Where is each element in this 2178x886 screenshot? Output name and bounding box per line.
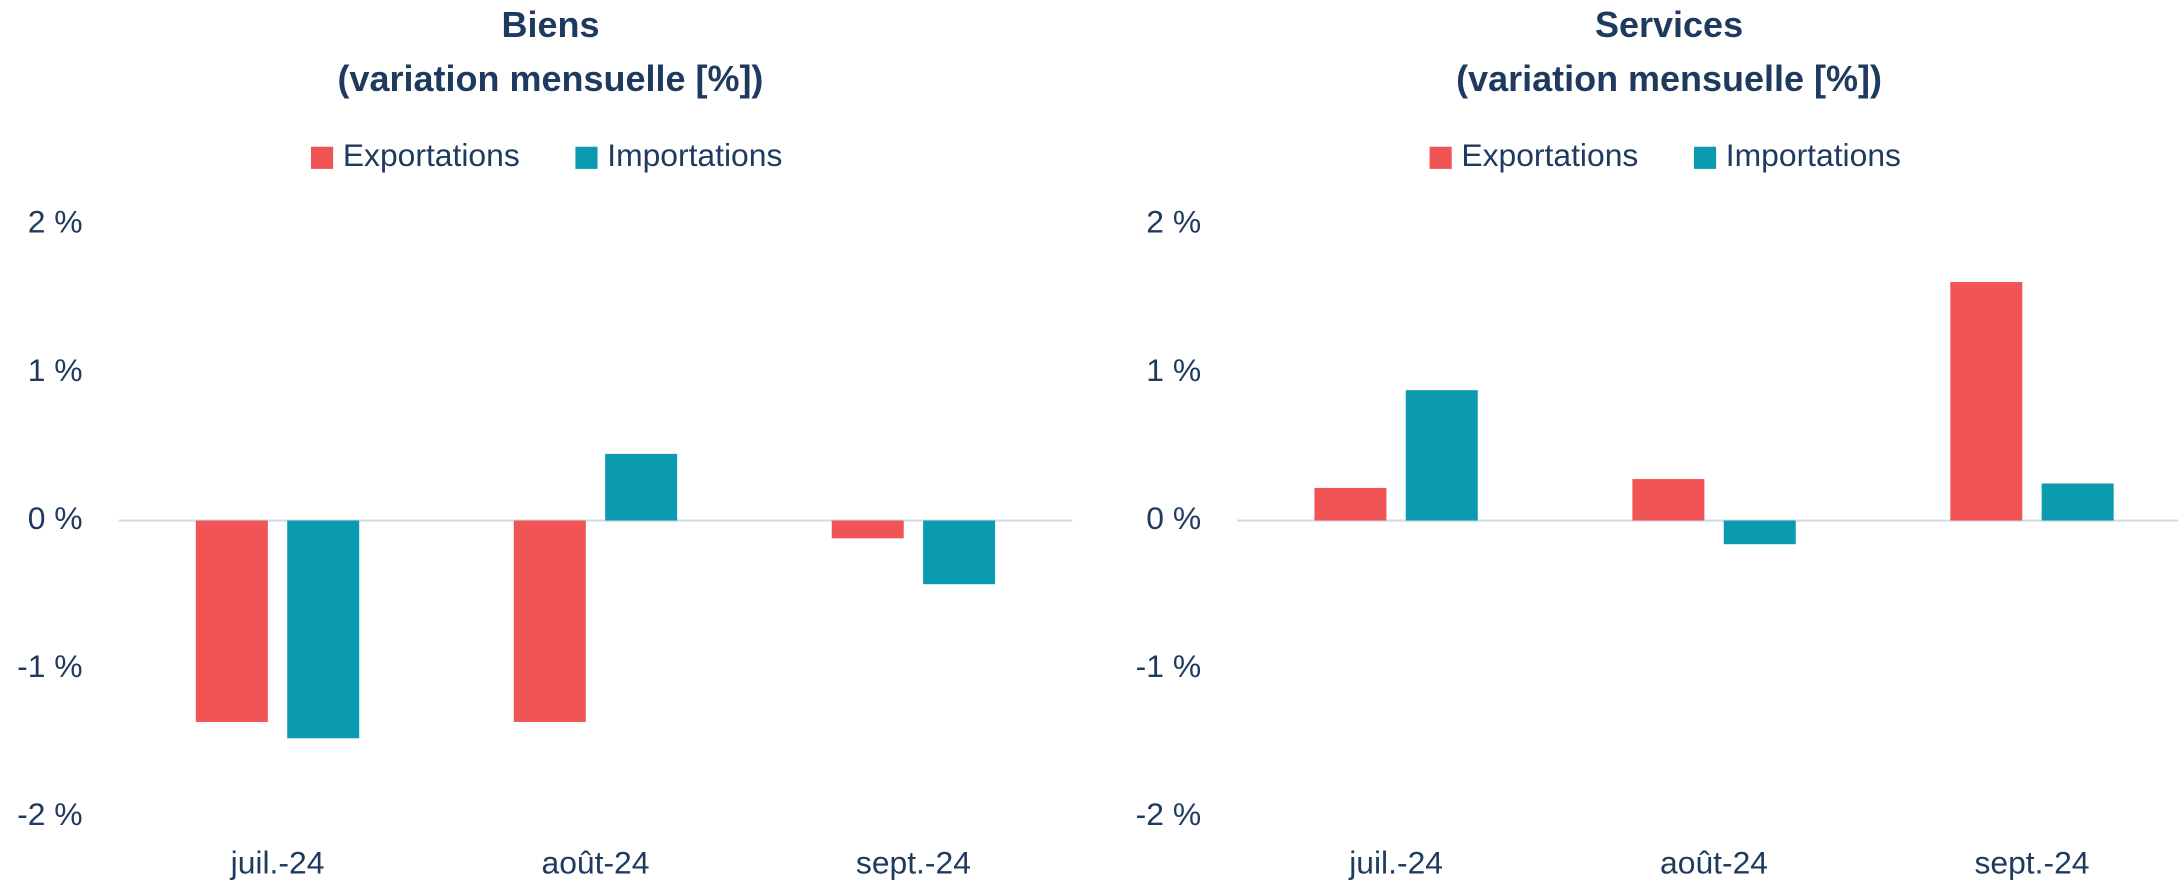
legend-label: Importations xyxy=(607,137,782,173)
bar xyxy=(195,520,268,722)
bar xyxy=(287,520,360,739)
bar xyxy=(1950,282,2023,521)
y-tick-label: 1 % xyxy=(28,352,83,388)
chart-subtitle: (variation mensuelle [%]) xyxy=(338,58,764,99)
chart-subtitle: (variation mensuelle [%]) xyxy=(1456,58,1882,99)
legend-swatch xyxy=(1693,146,1717,169)
legend-label: Exportations xyxy=(1461,137,1638,173)
legend-swatch xyxy=(575,146,598,169)
x-tick-label: juil.-24 xyxy=(1348,845,1443,881)
chart-title: Biens xyxy=(501,4,599,45)
y-tick-label: -2 % xyxy=(1136,796,1201,832)
y-tick-label: -1 % xyxy=(17,648,82,684)
bar xyxy=(1632,479,1705,521)
y-tick-label: 2 % xyxy=(1146,204,1201,240)
bar xyxy=(2041,483,2114,521)
y-tick-label: 0 % xyxy=(1146,500,1201,536)
x-tick-label: août-24 xyxy=(541,845,649,881)
chart-title: Services xyxy=(1595,4,1743,45)
y-tick-label: -2 % xyxy=(17,796,82,832)
x-tick-label: juil.-24 xyxy=(230,845,325,881)
y-tick-label: 0 % xyxy=(28,500,83,536)
x-tick-label: août-24 xyxy=(1660,845,1768,881)
y-tick-label: 1 % xyxy=(1146,352,1201,388)
legend-label: Importations xyxy=(1726,137,1901,173)
legend-swatch xyxy=(1429,146,1452,169)
bar xyxy=(605,453,678,521)
legend-swatch xyxy=(310,146,334,169)
y-tick-label: 2 % xyxy=(28,204,83,240)
bar xyxy=(1405,390,1478,521)
bar xyxy=(1314,487,1387,521)
x-tick-label: sept.-24 xyxy=(1974,845,2089,881)
x-tick-label: sept.-24 xyxy=(856,845,971,881)
bar xyxy=(1723,520,1796,545)
legend-label: Exportations xyxy=(343,137,520,173)
bar xyxy=(923,520,996,585)
bar xyxy=(513,520,586,722)
bar xyxy=(831,520,904,539)
y-tick-label: -1 % xyxy=(1136,648,1201,684)
